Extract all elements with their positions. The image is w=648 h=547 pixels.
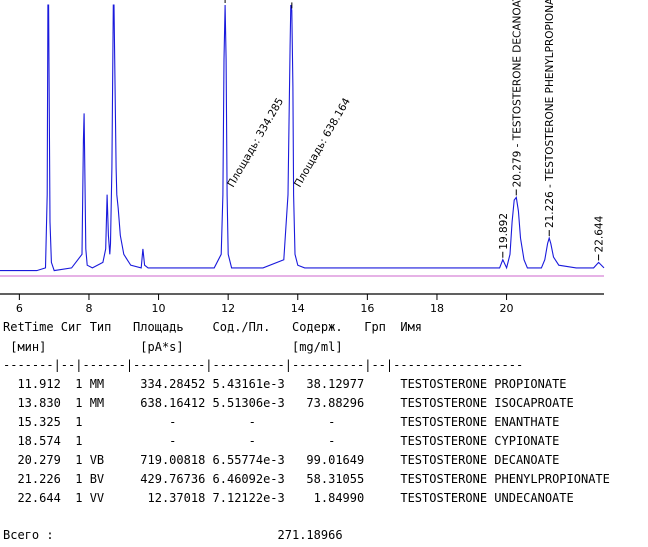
x-tick-label: 8 xyxy=(85,302,92,315)
table-row: 15.325 1 - - - TESTOSTERONE ENANTHATE xyxy=(3,415,560,429)
report-header-1: RetTime Сиг Тип Площадь Сод./Пл. Содерж.… xyxy=(3,320,423,334)
table-row: 20.279 1 VB 719.00818 6.55774e-3 99.0164… xyxy=(3,453,560,467)
table-row: 21.226 1 BV 429.76736 6.46092e-3 58.3105… xyxy=(3,472,610,486)
report-header-2: [мин] [pA*s] [mg/ml] xyxy=(3,340,343,354)
table-row: 13.830 1 MM 638.16412 5.51306e-3 73.8829… xyxy=(3,396,574,410)
x-axis-tick-labels: 6 8 10 12 14 16 18 20 xyxy=(16,302,514,315)
peak-label: 20.279 - TESTOSTERONE DECANOATE xyxy=(511,0,523,187)
peak-label: 19.892 xyxy=(498,213,510,250)
report-total: Всего : 271.18966 xyxy=(3,528,343,542)
peak-label: 22.644 xyxy=(594,215,606,252)
x-tick-label: 12 xyxy=(221,302,235,315)
peak-label: 21.226 - TESTOSTERONE PHENYLPROPIONATE xyxy=(544,0,556,228)
peak-marks xyxy=(224,0,600,261)
x-tick-label: 10 xyxy=(152,302,166,315)
report-separator: -------|--|------|----------|----------|… xyxy=(3,358,524,372)
table-row: 22.644 1 VV 12.37018 7.12122e-3 1.84990 … xyxy=(3,491,574,505)
table-row: 18.574 1 - - - TESTOSTERONE CYPIONATE xyxy=(3,434,560,448)
x-tick-label: 14 xyxy=(291,302,305,315)
x-tick-label: 20 xyxy=(500,302,514,315)
x-axis-ticks xyxy=(18,294,508,300)
x-tick-label: 16 xyxy=(360,302,374,315)
table-row: 11.912 1 MM 334.28452 5.43161e-3 38.1297… xyxy=(3,377,567,391)
x-tick-label: 18 xyxy=(430,302,444,315)
x-tick-label: 6 xyxy=(16,302,23,315)
chromatogram: 6 8 10 12 14 16 18 20 11.912 - TESTOSTERONE PRO… xyxy=(0,0,606,315)
signal-trace xyxy=(0,4,605,272)
